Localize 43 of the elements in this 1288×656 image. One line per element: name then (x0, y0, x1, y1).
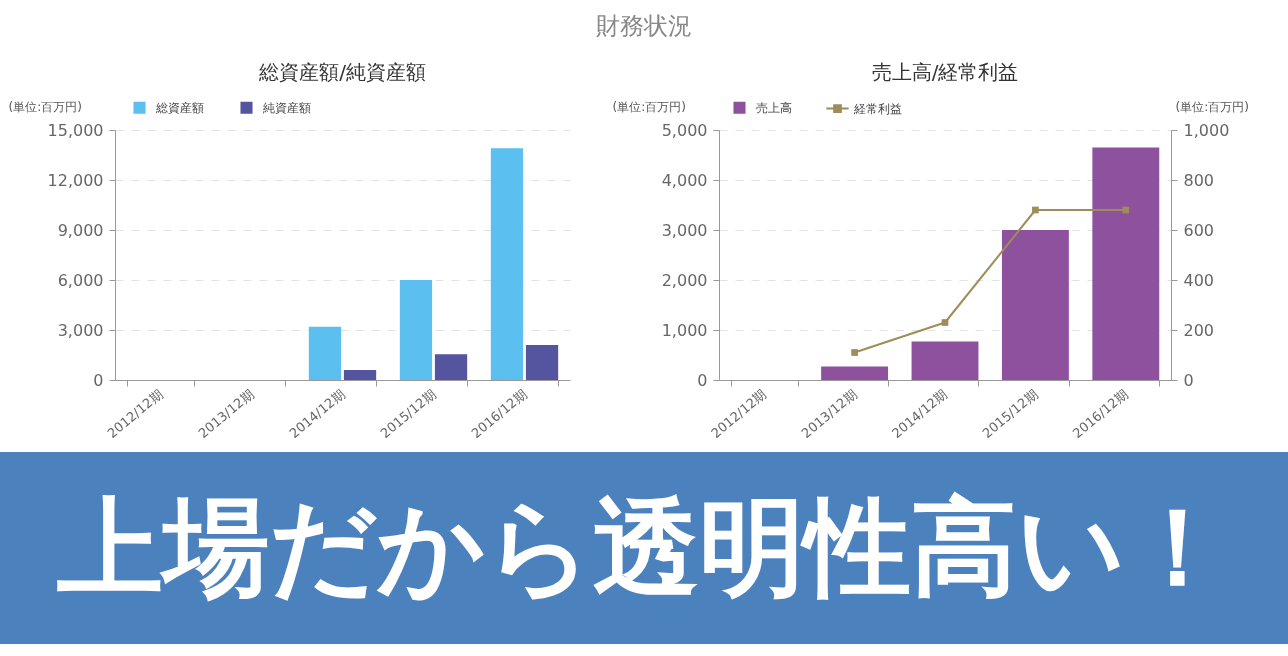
legend-label: 経常利益 (853, 101, 902, 116)
y-tick-label: 12,000 (47, 170, 104, 190)
y-tick-label: 2,000 (661, 270, 708, 290)
bar (525, 345, 559, 380)
y2-tick-label: 400 (1183, 270, 1215, 290)
y-tick-label: 3,000 (57, 320, 104, 340)
y-tick-label: 9,000 (57, 220, 104, 240)
y2-tick-label: 1,000 (1183, 120, 1230, 140)
legend-label: 純資産額 (263, 100, 311, 115)
y2-axis-title: (単位:百万円) (1175, 99, 1249, 114)
point (851, 349, 858, 356)
chart-title: 売上高/経常利益 (871, 60, 1019, 84)
y2-tick-label: 0 (1183, 370, 1194, 390)
y2-tick-label: 600 (1183, 220, 1215, 240)
legend-label: 売上高 (756, 100, 792, 115)
y-tick-label: 0 (93, 370, 104, 390)
banner: 上場だから透明性高い！ (0, 452, 1288, 644)
point (1032, 206, 1039, 214)
y-axis-title: (単位:百万円) (612, 99, 686, 114)
bar (821, 366, 889, 380)
legend-label: 総資産額 (155, 100, 204, 115)
y-tick-label: 1,000 (661, 320, 708, 340)
bar (1001, 230, 1069, 380)
y-tick-label: 0 (697, 370, 708, 390)
bar (911, 341, 979, 380)
bar (308, 326, 342, 380)
point (1122, 206, 1130, 214)
y-tick-label: 15,000 (47, 120, 104, 140)
y-tick-label: 3,000 (661, 220, 708, 240)
bar (434, 354, 468, 380)
bar (490, 148, 524, 380)
y-tick-label: 4,000 (661, 170, 708, 190)
bar (1092, 147, 1160, 380)
y2-tick-label: 200 (1183, 320, 1215, 340)
bar (399, 280, 433, 380)
text: 財務状況 (596, 11, 692, 42)
y-axis-title: (単位:百万円) (8, 99, 82, 114)
y-tick-label: 6,000 (57, 270, 104, 290)
y-tick-label: 5,000 (661, 120, 708, 140)
y2-tick-label: 800 (1183, 170, 1215, 190)
bar (343, 370, 377, 380)
point (941, 319, 949, 326)
chart-title: 総資産額/純資産額 (258, 60, 426, 84)
